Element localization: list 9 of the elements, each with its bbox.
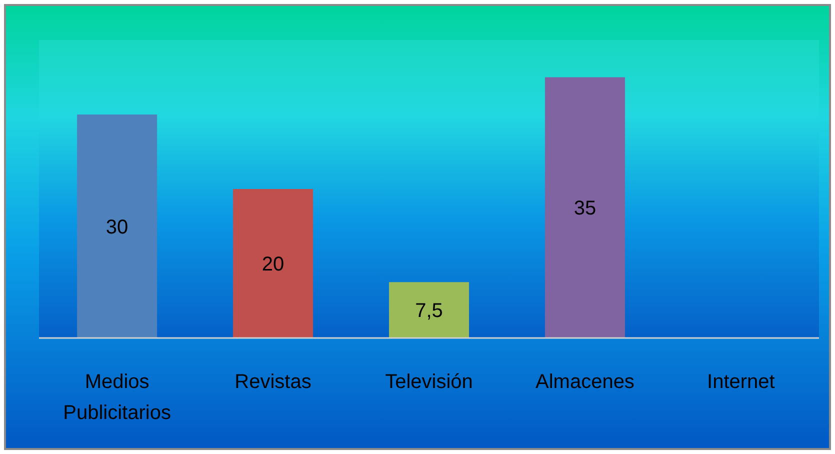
x-tick-label: Internet (707, 371, 776, 393)
data-label: 7,5 (415, 300, 443, 322)
x-tick-label: Televisión (385, 371, 473, 393)
data-label: 20 (262, 254, 284, 276)
x-tick-label: Revistas (234, 371, 312, 393)
data-label: 35 (574, 198, 596, 220)
x-tick-label: Almacenes (536, 371, 634, 393)
data-label: 30 (106, 216, 128, 238)
x-tick-label: Medios Publicitarios (63, 371, 171, 424)
